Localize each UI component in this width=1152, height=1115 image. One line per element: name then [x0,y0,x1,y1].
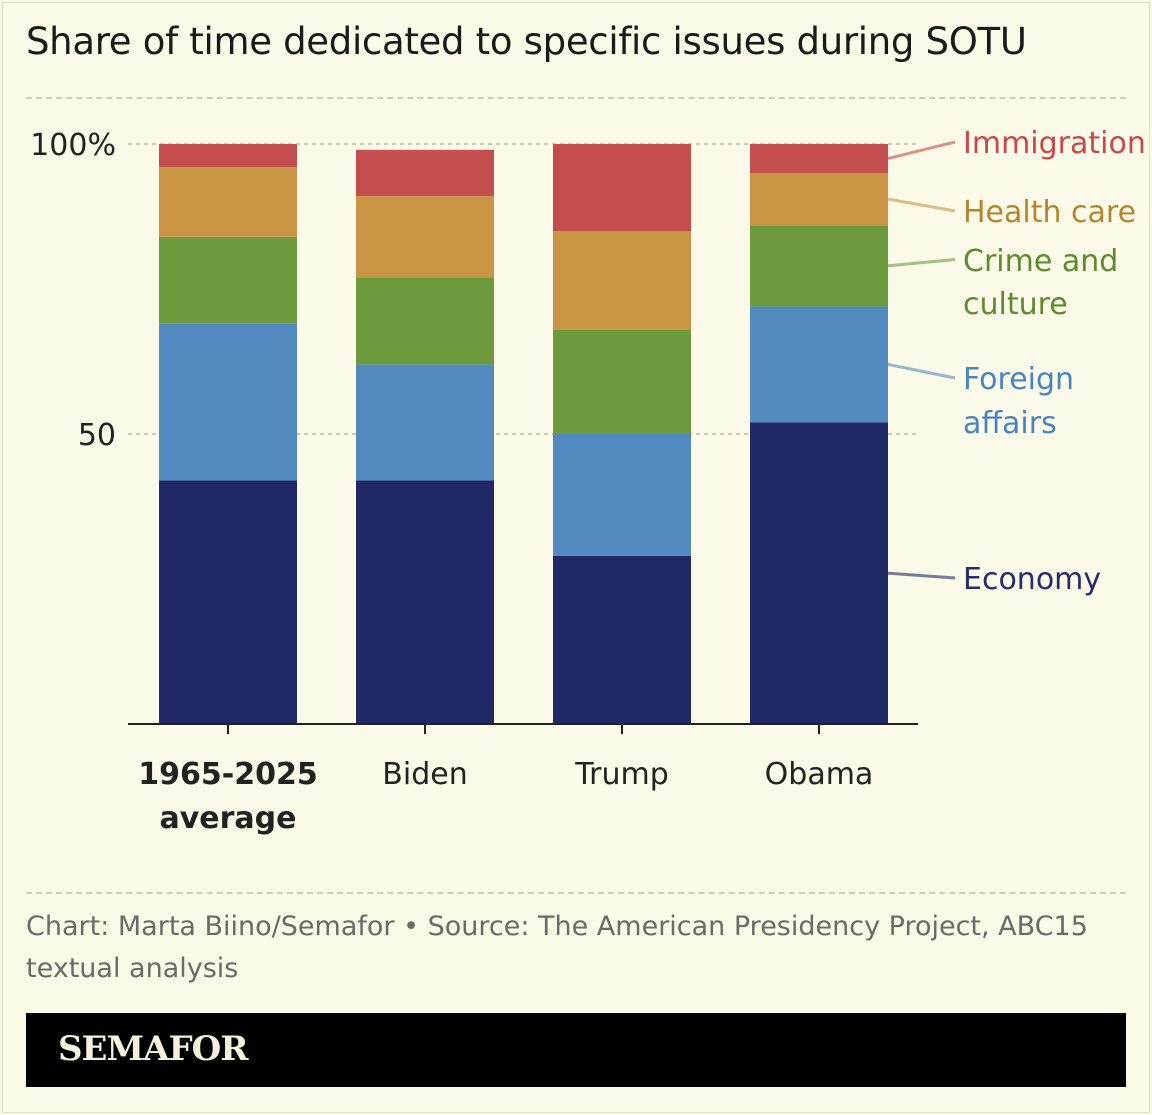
x-tick-label: average [159,801,296,836]
label-connector [887,362,956,380]
bar-segment-foreign-affairs [356,364,494,481]
label-connector [887,140,956,160]
y-tick-label: 100% [30,128,116,163]
bar-segment-immigration [356,149,494,197]
bar-segment-health-care [553,231,691,330]
label-connector [887,571,956,580]
bar-segment-immigration [750,144,888,173]
series-label: Immigration [963,126,1146,161]
bar-segment-foreign-affairs [159,323,297,481]
x-tick-label: Trump [574,757,669,792]
bar-segment-immigration [159,144,297,168]
series-label: Health care [963,195,1136,230]
bar-segment-crime-and-culture [356,277,494,365]
bar-segment-economy [159,480,297,724]
bar-segment-immigration [553,144,691,231]
series-label: Foreign [963,362,1074,397]
label-connector [887,197,956,213]
y-tick-label: 50 [78,418,116,453]
bottom-divider [26,892,1126,894]
series-label: culture [963,287,1068,322]
bar-segment-health-care [356,196,494,278]
series-label: affairs [963,406,1057,441]
bar-segment-crime-and-culture [553,329,691,434]
bar-segment-economy [750,422,888,724]
top-divider [26,97,1126,99]
bar-segment-health-care [159,167,297,237]
bar-segment-foreign-affairs [750,306,888,423]
stacked-bar-chart: 50 100% 1965-2025 average Biden Trump Obama Eco… [30,126,1146,836]
source-note: Chart: Marta Biino/Semafor • Source: The… [26,911,1088,984]
chart-title: Share of time dedicated to specific issu… [26,20,1027,63]
bar-segment-economy [356,480,494,724]
bar-segment-economy [553,555,691,724]
bar-segment-crime-and-culture [159,236,297,324]
x-tick-label: 1965-2025 [138,757,317,792]
brand-bar: SEMAFOR [26,1013,1126,1087]
semafor-logo: SEMAFOR [58,1029,248,1069]
bar-segment-health-care [750,173,888,226]
x-tick-label: Obama [765,757,874,792]
bar-segment-foreign-affairs [553,434,691,556]
label-connector [887,258,956,268]
series-label: Economy [963,562,1101,597]
series-label: Crime and [963,244,1118,279]
bar-segment-crime-and-culture [750,225,888,307]
x-tick-label: Biden [382,757,467,792]
